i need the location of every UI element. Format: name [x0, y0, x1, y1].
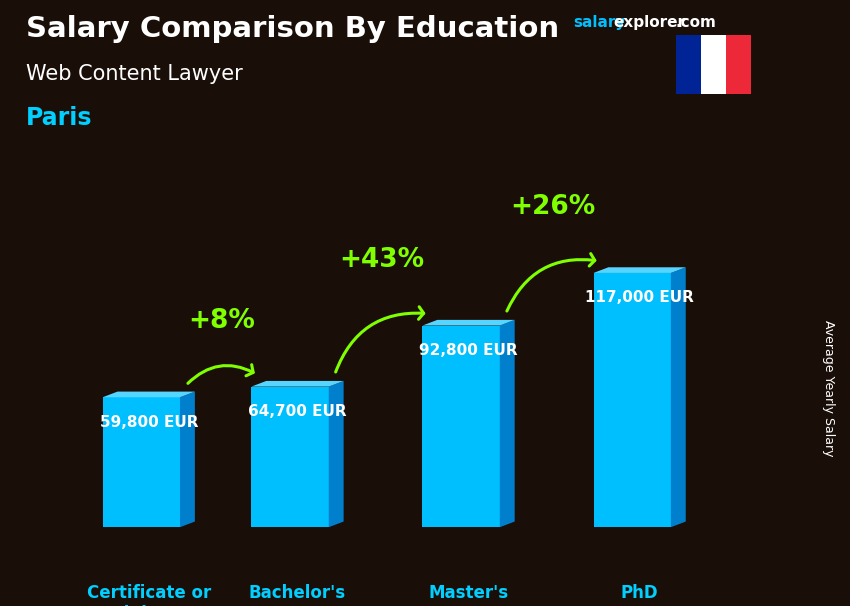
Text: +43%: +43% [339, 247, 424, 273]
Text: Salary Comparison By Education: Salary Comparison By Education [26, 15, 558, 43]
Text: Web Content Lawyer: Web Content Lawyer [26, 64, 242, 84]
Text: 92,800 EUR: 92,800 EUR [419, 343, 518, 358]
Text: 64,700 EUR: 64,700 EUR [248, 404, 347, 419]
Polygon shape [103, 398, 180, 527]
Bar [726, 35, 751, 94]
Text: +26%: +26% [510, 195, 595, 221]
Polygon shape [500, 320, 514, 527]
Polygon shape [180, 391, 195, 527]
Text: .com: .com [676, 15, 717, 30]
Bar [676, 35, 700, 94]
Text: +8%: +8% [188, 308, 255, 334]
Polygon shape [593, 273, 671, 527]
Bar [700, 35, 726, 94]
Text: PhD: PhD [620, 584, 659, 602]
Text: Bachelor's
Degree: Bachelor's Degree [249, 584, 346, 606]
Polygon shape [252, 381, 343, 387]
Polygon shape [422, 320, 514, 325]
Text: Master's
Degree: Master's Degree [428, 584, 508, 606]
Polygon shape [422, 325, 500, 527]
Text: Certificate or
Diploma: Certificate or Diploma [87, 584, 211, 606]
Text: salary: salary [574, 15, 626, 30]
Text: 59,800 EUR: 59,800 EUR [99, 415, 198, 430]
Polygon shape [329, 381, 343, 527]
Polygon shape [593, 267, 686, 273]
Text: Paris: Paris [26, 106, 92, 130]
Text: 117,000 EUR: 117,000 EUR [585, 290, 694, 305]
Text: Average Yearly Salary: Average Yearly Salary [822, 319, 836, 456]
Text: explorer: explorer [614, 15, 686, 30]
Polygon shape [103, 391, 195, 398]
Polygon shape [252, 387, 329, 527]
Polygon shape [671, 267, 686, 527]
